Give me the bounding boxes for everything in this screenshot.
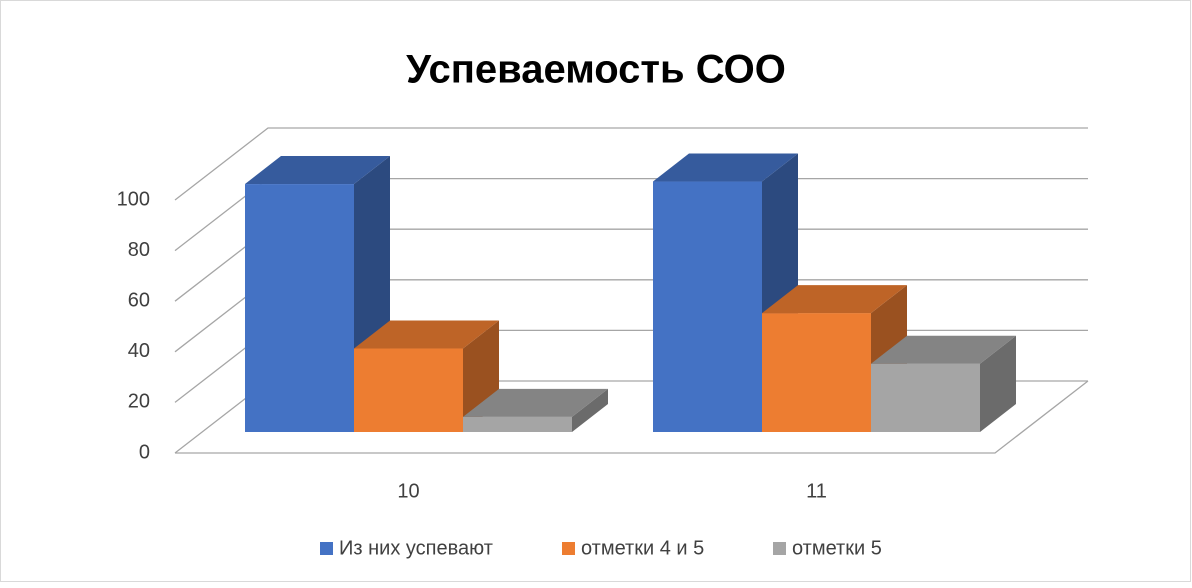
bar-top [871, 335, 1016, 364]
y-tick-label: 80 [128, 239, 150, 261]
bar [463, 416, 572, 432]
bar [871, 363, 980, 432]
bar-top [463, 388, 608, 417]
grid-line [174, 127, 1088, 201]
bar [354, 348, 463, 432]
x-tick-label: 10 [397, 480, 419, 502]
legend-label: Из них успевают [339, 537, 493, 559]
bar [245, 184, 354, 432]
legend-swatch [773, 542, 786, 555]
floor [175, 380, 1089, 454]
legend-swatch [562, 542, 575, 555]
legend-label: отметки 4 и 5 [581, 537, 704, 559]
bar-top [762, 285, 907, 314]
bar-top [653, 153, 798, 182]
y-tick-label: 20 [128, 391, 150, 413]
y-tick-label: 0 [139, 441, 150, 463]
bar-side [980, 335, 1016, 432]
bar-side [572, 388, 608, 432]
legend-swatch [320, 542, 333, 555]
bar-top [354, 320, 499, 349]
bar-top [245, 156, 390, 185]
bar [653, 181, 762, 432]
y-tick-label: 100 [117, 188, 150, 210]
chart-title: Успеваемость СОО [406, 48, 786, 92]
bar [762, 313, 871, 432]
y-tick-label: 40 [128, 340, 150, 362]
x-tick-label: 11 [806, 480, 827, 502]
legend-label: отметки 5 [792, 537, 882, 559]
y-tick-label: 60 [128, 289, 150, 311]
